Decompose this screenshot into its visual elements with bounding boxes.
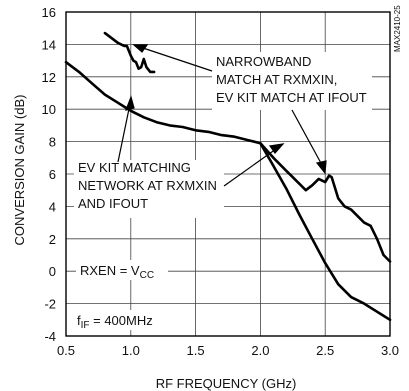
narrowband-label-line1: NARROWBAND	[216, 54, 311, 69]
y-tick-label: 14	[42, 37, 56, 52]
arrowhead-evkit-1	[125, 95, 135, 111]
arrowhead-narrowband-2	[315, 160, 327, 175]
series-line-2	[259, 141, 392, 263]
arrowhead-narrowband	[132, 44, 149, 53]
arrow-evkit-1	[117, 103, 131, 163]
x-tick-label: 3.0	[381, 343, 399, 358]
x-tick-label: 1.0	[122, 343, 140, 358]
narrowband-label-line2: MATCH AT RXMXIN,	[216, 72, 337, 87]
y-tick-label: 6	[49, 167, 56, 182]
y-tick-label: -2	[44, 297, 56, 312]
narrowband-label-bg	[212, 52, 372, 110]
annotations: NARROWBAND MATCH AT RXMXIN, EV KIT MATCH…	[73, 44, 372, 331]
plot-frame	[65, 11, 391, 337]
rxen-label-bg	[76, 260, 168, 280]
arrow-narrowband-2	[291, 109, 323, 166]
arrow-evkit-2	[223, 148, 277, 187]
y-tick-label: 8	[49, 135, 56, 150]
arrowhead-evkit-2	[268, 143, 285, 154]
y-tick-label: 16	[42, 5, 56, 20]
arrow-narrowband	[139, 46, 213, 72]
fif-label-bg	[73, 310, 183, 330]
x-tick-label: 2.0	[251, 343, 269, 358]
y-tick-label: 4	[49, 199, 56, 214]
narrowband-label-line3: EV KIT MATCH AT IFOUT	[216, 90, 367, 105]
y-tick-label: -4	[44, 329, 56, 344]
y-axis-label: CONVERSION GAIN (dB)	[12, 95, 27, 246]
y-tick-label: 10	[42, 102, 56, 117]
rxen-label: RXEN = VCC	[80, 263, 154, 281]
y-tick-label: 0	[49, 264, 56, 279]
series-group	[64, 31, 392, 322]
fif-label: fIF = 400MHz	[77, 313, 153, 331]
x-axis-label: RF FREQUENCY (GHz)	[156, 376, 297, 391]
x-tick-label: 2.5	[316, 343, 334, 358]
evkit-label-line1: EV KIT MATCHING	[78, 160, 191, 175]
tick-labels: 0.5 1.0 1.5 2.0 2.5 3.0 -4 -2 0 2 4 6 8 10 12 14 16	[42, 5, 400, 358]
evkit-label-line3: AND IFOUT	[78, 196, 148, 211]
evkit-label-line2: NETWORK AT RXMXIN	[78, 178, 217, 193]
x-tick-label: 0.5	[57, 343, 75, 358]
series-line-3	[103, 31, 156, 74]
x-tick-label: 1.5	[187, 343, 205, 358]
side-id-label: MAX2410-25	[393, 5, 402, 52]
evkit-label-bg	[74, 160, 224, 218]
y-tick-label: 12	[42, 70, 56, 85]
series-line-1	[64, 60, 392, 322]
y-tick-label: 2	[49, 232, 56, 247]
